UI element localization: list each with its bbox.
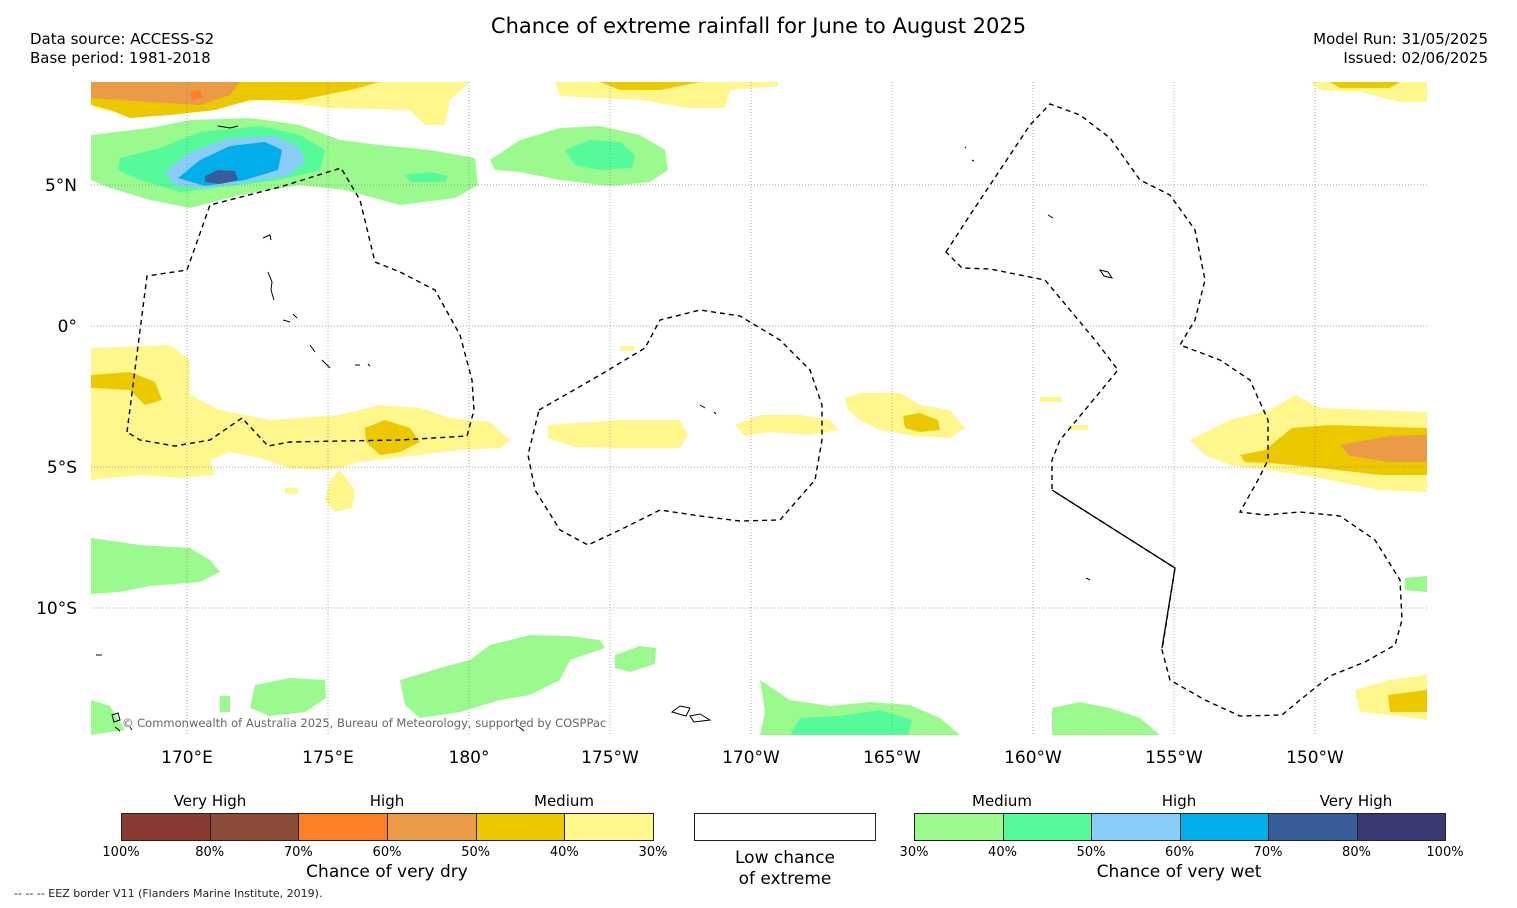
wet-60-70-areas: [178, 142, 282, 186]
dry-category-high: High: [369, 792, 405, 810]
wet-swatch: [1356, 813, 1446, 841]
data-source: Data source: ACCESS-S2: [30, 30, 215, 48]
longitude-label: 170°E: [161, 748, 213, 768]
low-chance-title-line2: of extreme: [738, 869, 832, 889]
longitude-label: 175°E: [302, 748, 354, 768]
dry-swatch: [121, 813, 211, 841]
longitude-label: 150°W: [1286, 748, 1344, 768]
model-run: Model Run: 31/05/2025: [1313, 30, 1488, 48]
dry-tick-label: 50%: [461, 845, 491, 860]
dry-tick-label: 40%: [549, 845, 579, 860]
wet-category-very-high: Very High: [1319, 792, 1393, 810]
dry-tick-label: 80%: [195, 845, 225, 860]
eez-source-note: -- -- -- EEZ border V11 (Flanders Marine…: [14, 887, 323, 900]
longitude-label: 170°W: [722, 748, 780, 768]
wet-tick-label: 60%: [1165, 845, 1194, 860]
dry-50-60-areas: [91, 82, 1427, 462]
dry-tick-label: 100%: [102, 845, 140, 860]
longitude-labels: 170°E 175°E 180° 175°W 170°W 165°W 160°W 155°W 1…: [161, 748, 1344, 768]
dry-tick-label: 60%: [372, 845, 402, 860]
dry-swatch: [387, 813, 477, 841]
dry-category-medium: Medium: [534, 792, 594, 810]
dry-swatch: [298, 813, 388, 841]
longitude-label: 155°W: [1145, 748, 1203, 768]
wet-category-high: High: [1161, 792, 1197, 810]
wet-tick-label: 70%: [1253, 845, 1283, 860]
copyright-notice: © Commonwealth of Australia 2025, Bureau…: [122, 716, 607, 730]
wet-swatch: [914, 813, 1004, 841]
dry-legend-title: Chance of very dry: [306, 862, 468, 882]
dry-tick-label: 70%: [283, 845, 313, 860]
wet-tick-label: 50%: [1076, 845, 1106, 860]
base-period: Base period: 1981-2018: [30, 49, 211, 67]
dry-category-very-high: Very High: [173, 792, 247, 810]
dry-swatch: [564, 813, 654, 841]
longitude-label: 160°W: [1004, 748, 1062, 768]
low-chance-title: Low chance of extreme: [735, 848, 835, 890]
wet-tick-label: 100%: [1426, 845, 1464, 860]
low-chance-swatch: [694, 813, 876, 841]
wet-tick-label: 40%: [988, 845, 1017, 860]
wet-swatch: [1002, 813, 1092, 841]
latitude-label: 0°: [58, 317, 77, 337]
wet-legend-title: Chance of very wet: [1096, 862, 1262, 882]
wet-swatch: [1091, 813, 1181, 841]
wet-swatch: [1268, 813, 1358, 841]
dry-60-70-areas: [190, 90, 203, 100]
wet-tick-label: 80%: [1342, 845, 1371, 860]
maritime-boundary: [1051, 489, 1176, 649]
islands: [96, 125, 1114, 732]
map-title: Chance of extreme rainfall for June to A…: [490, 14, 1027, 38]
dry-swatch: [209, 813, 300, 841]
latitude-label: 10°S: [36, 599, 77, 619]
dry-tick-label: 30%: [638, 845, 668, 860]
low-chance-title-line1: Low chance: [735, 848, 835, 868]
rainfall-shading: [91, 82, 1427, 735]
latitude-labels: 5°N 0° 5°S 10°S: [36, 176, 77, 619]
latitude-label: 5°N: [45, 176, 77, 196]
run-info: Model Run: 31/05/2025 Issued: 02/06/2025: [1313, 30, 1488, 68]
wet-tick-label: 30%: [899, 845, 929, 860]
latitude-label: 5°S: [47, 458, 77, 478]
wet-swatch: [1179, 813, 1269, 841]
wet-70-80-areas: [205, 170, 238, 184]
graticule: [91, 82, 1427, 735]
wet-category-medium: Medium: [972, 792, 1032, 810]
longitude-label: 175°W: [581, 748, 639, 768]
longitude-label: 180°: [449, 748, 490, 768]
dry-swatch: [475, 813, 566, 841]
issued-date: Issued: 02/06/2025: [1343, 49, 1488, 67]
eez-borders: [126, 103, 1403, 717]
source-info: Data source: ACCESS-S2 Base period: 1981…: [30, 30, 214, 68]
longitude-label: 165°W: [863, 748, 921, 768]
